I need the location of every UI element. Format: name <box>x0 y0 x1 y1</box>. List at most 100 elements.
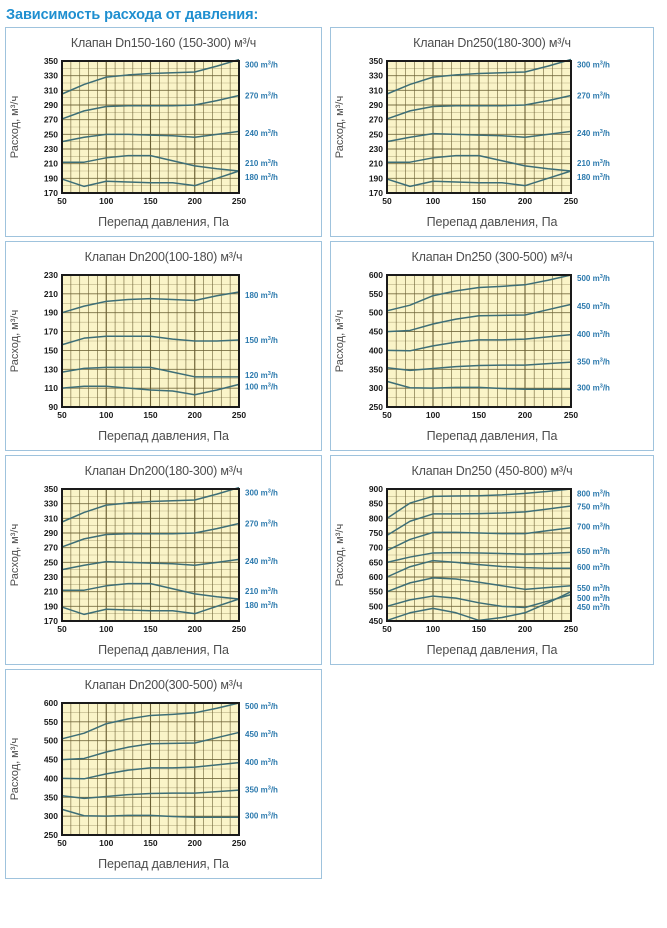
y-tick-label: 850 <box>369 499 383 509</box>
x-tick-label: 150 <box>143 624 157 634</box>
chart-plot-area: 170 190 210 230 250 270 290 310 330 350 50 100 150 20… <box>6 481 321 641</box>
x-tick-label: 100 <box>99 624 113 634</box>
x-tick-label: 250 <box>232 410 246 420</box>
data-series-group <box>386 58 572 188</box>
x-tick-label: 100 <box>99 838 113 848</box>
series-label-0: 300 m3/h <box>245 61 278 70</box>
y-tick-labels: 90 110 130 150 170 190 210 230 <box>44 270 58 412</box>
y-tick-label: 230 <box>44 572 58 582</box>
y-axis-title: Расход, м³/ч <box>334 96 346 158</box>
series-line-3 <box>62 582 240 600</box>
y-axis-title: Расход, м³/ч <box>9 310 21 372</box>
x-tick-label: 200 <box>518 410 532 420</box>
x-tick-label: 150 <box>143 196 157 206</box>
chart-plot-area: 90 110 130 150 170 190 210 230 50 100 150 200 250 Рас… <box>6 267 321 427</box>
series-line-0 <box>61 58 240 95</box>
x-tick-label: 150 <box>472 410 486 420</box>
series-label-4: 180 m3/h <box>245 601 278 610</box>
y-tick-label: 110 <box>44 383 58 393</box>
y-tick-label: 290 <box>44 528 58 538</box>
x-tick-label: 50 <box>382 410 392 420</box>
data-series-group <box>61 58 240 188</box>
series-label-1: 270 m3/h <box>577 91 610 100</box>
y-tick-label: 230 <box>44 144 58 154</box>
y-axis-title: Расход, м³/ч <box>9 96 21 158</box>
y-tick-label: 330 <box>44 499 58 509</box>
chart-plot-area: 170 190 210 230 250 270 290 310 330 350 50 100 150 20… <box>6 53 321 213</box>
series-label-3: 210 m3/h <box>577 159 610 168</box>
chart-plot-area: 250 300 350 400 450 500 550 600 50 100 150 200 250 Ра… <box>6 695 321 855</box>
chart-title: Клапан Dn250 (300-500) м³/ч <box>411 250 573 264</box>
series-line-4 <box>61 170 240 188</box>
y-tick-label: 450 <box>369 616 383 626</box>
x-tick-label: 200 <box>518 196 532 206</box>
charts-grid: Клапан Dn150-160 (150-300) м³/ч 170 190 210… <box>0 27 667 883</box>
y-tick-label: 400 <box>369 345 383 355</box>
y-tick-label: 900 <box>369 484 383 494</box>
y-tick-label: 330 <box>369 71 383 81</box>
x-tick-label: 150 <box>472 624 486 634</box>
chart-panel-dn250-180-300: Клапан Dn250(180-300) м³/ч 170 190 210 230 25… <box>330 27 654 237</box>
x-tick-labels: 50 100 150 200 250 <box>382 196 578 206</box>
series-line-5 <box>386 577 572 593</box>
series-line-0 <box>61 291 240 314</box>
y-tick-label: 270 <box>44 115 58 125</box>
y-tick-label: 450 <box>369 327 383 337</box>
series-line-0 <box>386 274 572 312</box>
series-label-0: 300 m3/h <box>577 61 610 70</box>
y-axis-title: Расход, м³/ч <box>334 310 346 372</box>
series-line-4 <box>386 170 572 188</box>
x-axis-title: Перепад давления, Па <box>98 429 229 443</box>
series-line-3 <box>386 551 572 564</box>
y-axis-title: Расход, м³/ч <box>9 738 21 800</box>
series-line-2 <box>61 366 239 378</box>
y-tick-label: 350 <box>44 484 58 494</box>
series-line-2 <box>61 130 240 143</box>
chart-row-2: Клапан Dn200(100-180) м³/ч 90 110 130 150 170… <box>0 241 667 455</box>
y-tick-label: 250 <box>369 402 383 412</box>
data-series-group <box>61 291 240 396</box>
chart-panel-dn150-160-150-300: Клапан Dn150-160 (150-300) м³/ч 170 190 210… <box>5 27 322 237</box>
y-tick-label: 170 <box>369 188 383 198</box>
series-label-3: 100 m3/h <box>245 382 278 391</box>
series-label-1: 450 m3/h <box>577 302 610 311</box>
y-tick-label: 500 <box>369 308 383 318</box>
series-label-2: 400 m3/h <box>245 758 278 767</box>
x-axis-title: Перепад давления, Па <box>426 429 558 443</box>
y-tick-label: 300 <box>369 383 383 393</box>
y-tick-label: 210 <box>44 159 58 169</box>
series-line-1 <box>61 94 240 120</box>
series-label-7: 450 m3/h <box>577 603 610 612</box>
chart-plot-area: 170 190 210 230 250 270 290 310 330 350 50 100 150 20… <box>331 53 653 213</box>
y-tick-label: 190 <box>44 173 58 183</box>
series-label-3: 350 m3/h <box>245 785 278 794</box>
x-tick-label: 250 <box>232 838 246 848</box>
y-tick-label: 90 <box>49 402 59 412</box>
chart-svg: 170 190 210 230 250 270 290 310 330 350 50 100 150 20… <box>9 56 278 206</box>
x-tick-label: 100 <box>426 410 440 420</box>
series-label-3: 210 m3/h <box>245 159 278 168</box>
x-tick-label: 200 <box>188 410 202 420</box>
x-tick-label: 250 <box>232 196 246 206</box>
x-axis-title: Перепад давления, Па <box>98 215 229 229</box>
series-line-3 <box>61 383 240 396</box>
series-line-0 <box>61 702 240 740</box>
chart-title: Клапан Dn200(180-300) м³/ч <box>84 464 243 478</box>
y-tick-label: 750 <box>369 528 383 538</box>
y-tick-label: 210 <box>44 587 58 597</box>
series-label-4: 180 m3/h <box>577 173 610 182</box>
y-tick-label: 310 <box>369 85 383 95</box>
series-line-4 <box>386 559 571 578</box>
x-tick-label: 50 <box>57 410 67 420</box>
y-tick-labels: 170 190 210 230 250 270 290 310 330 350 <box>44 56 58 198</box>
series-line-0 <box>61 486 240 523</box>
series-line-3 <box>61 789 240 800</box>
x-tick-label: 100 <box>99 196 113 206</box>
y-tick-label: 550 <box>369 289 383 299</box>
x-tick-label: 50 <box>57 196 67 206</box>
series-label-0: 180 m3/h <box>245 291 278 300</box>
y-tick-labels: 250 300 350 400 450 500 550 600 <box>44 698 58 840</box>
series-line-1 <box>386 505 572 536</box>
x-tick-label: 100 <box>99 410 113 420</box>
y-tick-label: 190 <box>44 308 58 318</box>
